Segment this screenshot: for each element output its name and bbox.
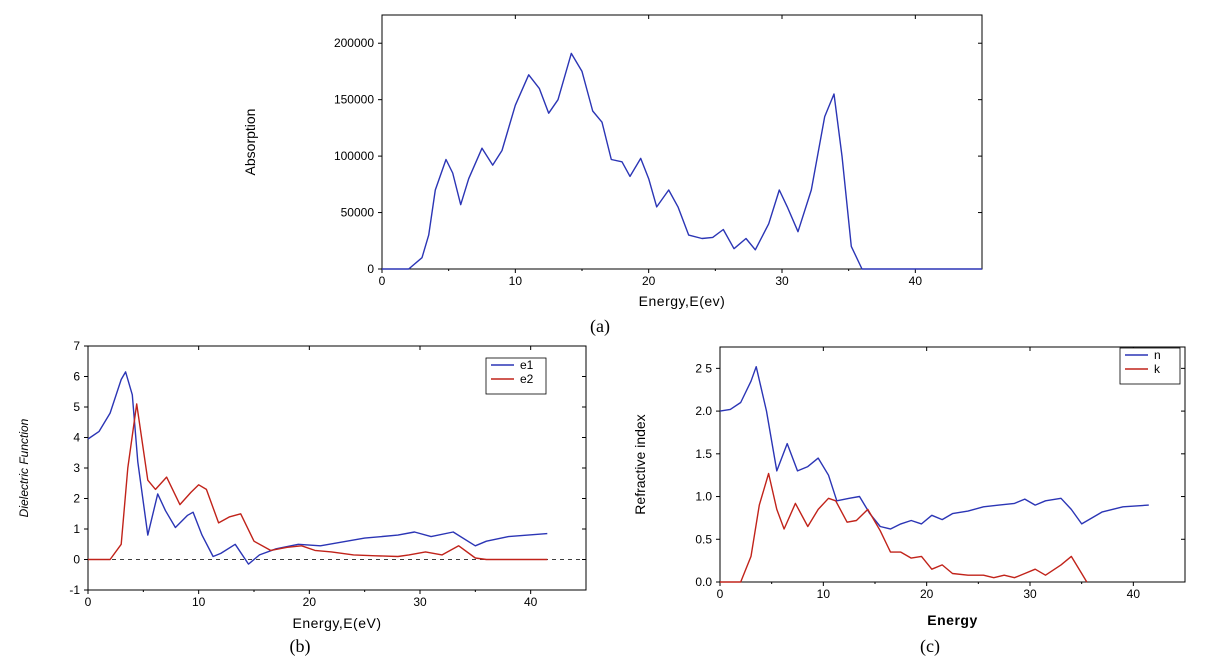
y-tick-label: 0.5 xyxy=(695,532,712,546)
y-tick-label: 200000 xyxy=(334,36,374,50)
x-tick-label: 40 xyxy=(524,595,538,609)
x-tick-label: 40 xyxy=(909,274,923,288)
y-tick-label: 0.0 xyxy=(695,575,712,589)
series-line-e2 xyxy=(88,403,548,561)
series-line-k xyxy=(720,472,1088,583)
y-tick-label: 0 xyxy=(73,553,80,567)
x-tick-label: 10 xyxy=(192,595,206,609)
y-tick-label: 1 xyxy=(73,522,80,536)
x-tick-label: 20 xyxy=(920,587,934,601)
y-tick-label: 1.5 xyxy=(695,447,712,461)
legend-label: e2 xyxy=(520,372,534,386)
y-tick-label: 4 xyxy=(73,431,80,445)
x-tick-label: 20 xyxy=(642,274,656,288)
legend-box xyxy=(485,357,547,395)
plot-frame xyxy=(381,14,983,270)
y-tick-label: 1.0 xyxy=(695,490,712,504)
y-tick-label: 2 5 xyxy=(695,361,712,375)
y-tick-label: 2 xyxy=(73,492,80,506)
y-tick-label: -1 xyxy=(69,583,80,597)
x-tick-label: 0 xyxy=(379,274,386,288)
legend: nk xyxy=(1119,347,1181,385)
chart-b: 0 10 20 30 40 -1 0 1 2 3 4 5 6 7 Energy,E(eV) Dielectri… xyxy=(17,339,587,657)
x-axis-title: Energy xyxy=(927,612,977,628)
x-tick-label: 10 xyxy=(817,587,831,601)
y-tick-label: 5 xyxy=(73,400,80,414)
legend-label: e1 xyxy=(520,358,534,372)
panel-caption: (c) xyxy=(920,636,940,657)
panel-caption: (b) xyxy=(290,636,311,657)
x-tick-label: 10 xyxy=(509,274,523,288)
x-axis-title: Energy,E(eV) xyxy=(293,615,382,631)
legend-label: n xyxy=(1154,348,1161,362)
x-axis-title: Energy,E(ev) xyxy=(639,293,726,309)
y-axis-title: Dielectric Function xyxy=(17,418,31,517)
chart-a: 0 10 20 30 40 0 50000 100000 150000 200000 Energy,… xyxy=(242,14,983,337)
x-tick-label: 0 xyxy=(717,587,724,601)
chart-c: 0 10 20 30 40 0.0 0.5 1.0 1.5 2.0 2 5 Energy Refract… xyxy=(632,346,1186,657)
series-line-e1 xyxy=(87,371,548,565)
x-tick-label: 30 xyxy=(775,274,789,288)
x-tick-label: 30 xyxy=(413,595,427,609)
y-axis-title: Absorption xyxy=(242,109,258,176)
y-tick-label: 3 xyxy=(73,461,80,475)
panel-caption: (a) xyxy=(590,316,610,337)
x-tick-label: 20 xyxy=(303,595,317,609)
legend-label: k xyxy=(1154,362,1161,376)
x-tick-label: 30 xyxy=(1023,587,1037,601)
y-tick-label: 6 xyxy=(73,370,80,384)
y-axis-title: Refractive index xyxy=(632,414,648,514)
y-tick-label: 100000 xyxy=(334,149,374,163)
series-line-series0 xyxy=(382,52,982,270)
x-tick-label: 0 xyxy=(85,595,92,609)
y-tick-label: 0 xyxy=(367,262,374,276)
y-tick-label: 50000 xyxy=(341,206,375,220)
y-tick-label: 2.0 xyxy=(695,404,712,418)
y-tick-label: 150000 xyxy=(334,93,374,107)
series-line-n xyxy=(719,366,1149,530)
y-tick-label: 7 xyxy=(73,339,80,353)
legend-box xyxy=(1119,347,1181,385)
x-tick-label: 40 xyxy=(1127,587,1141,601)
plot-frame xyxy=(719,346,1186,583)
